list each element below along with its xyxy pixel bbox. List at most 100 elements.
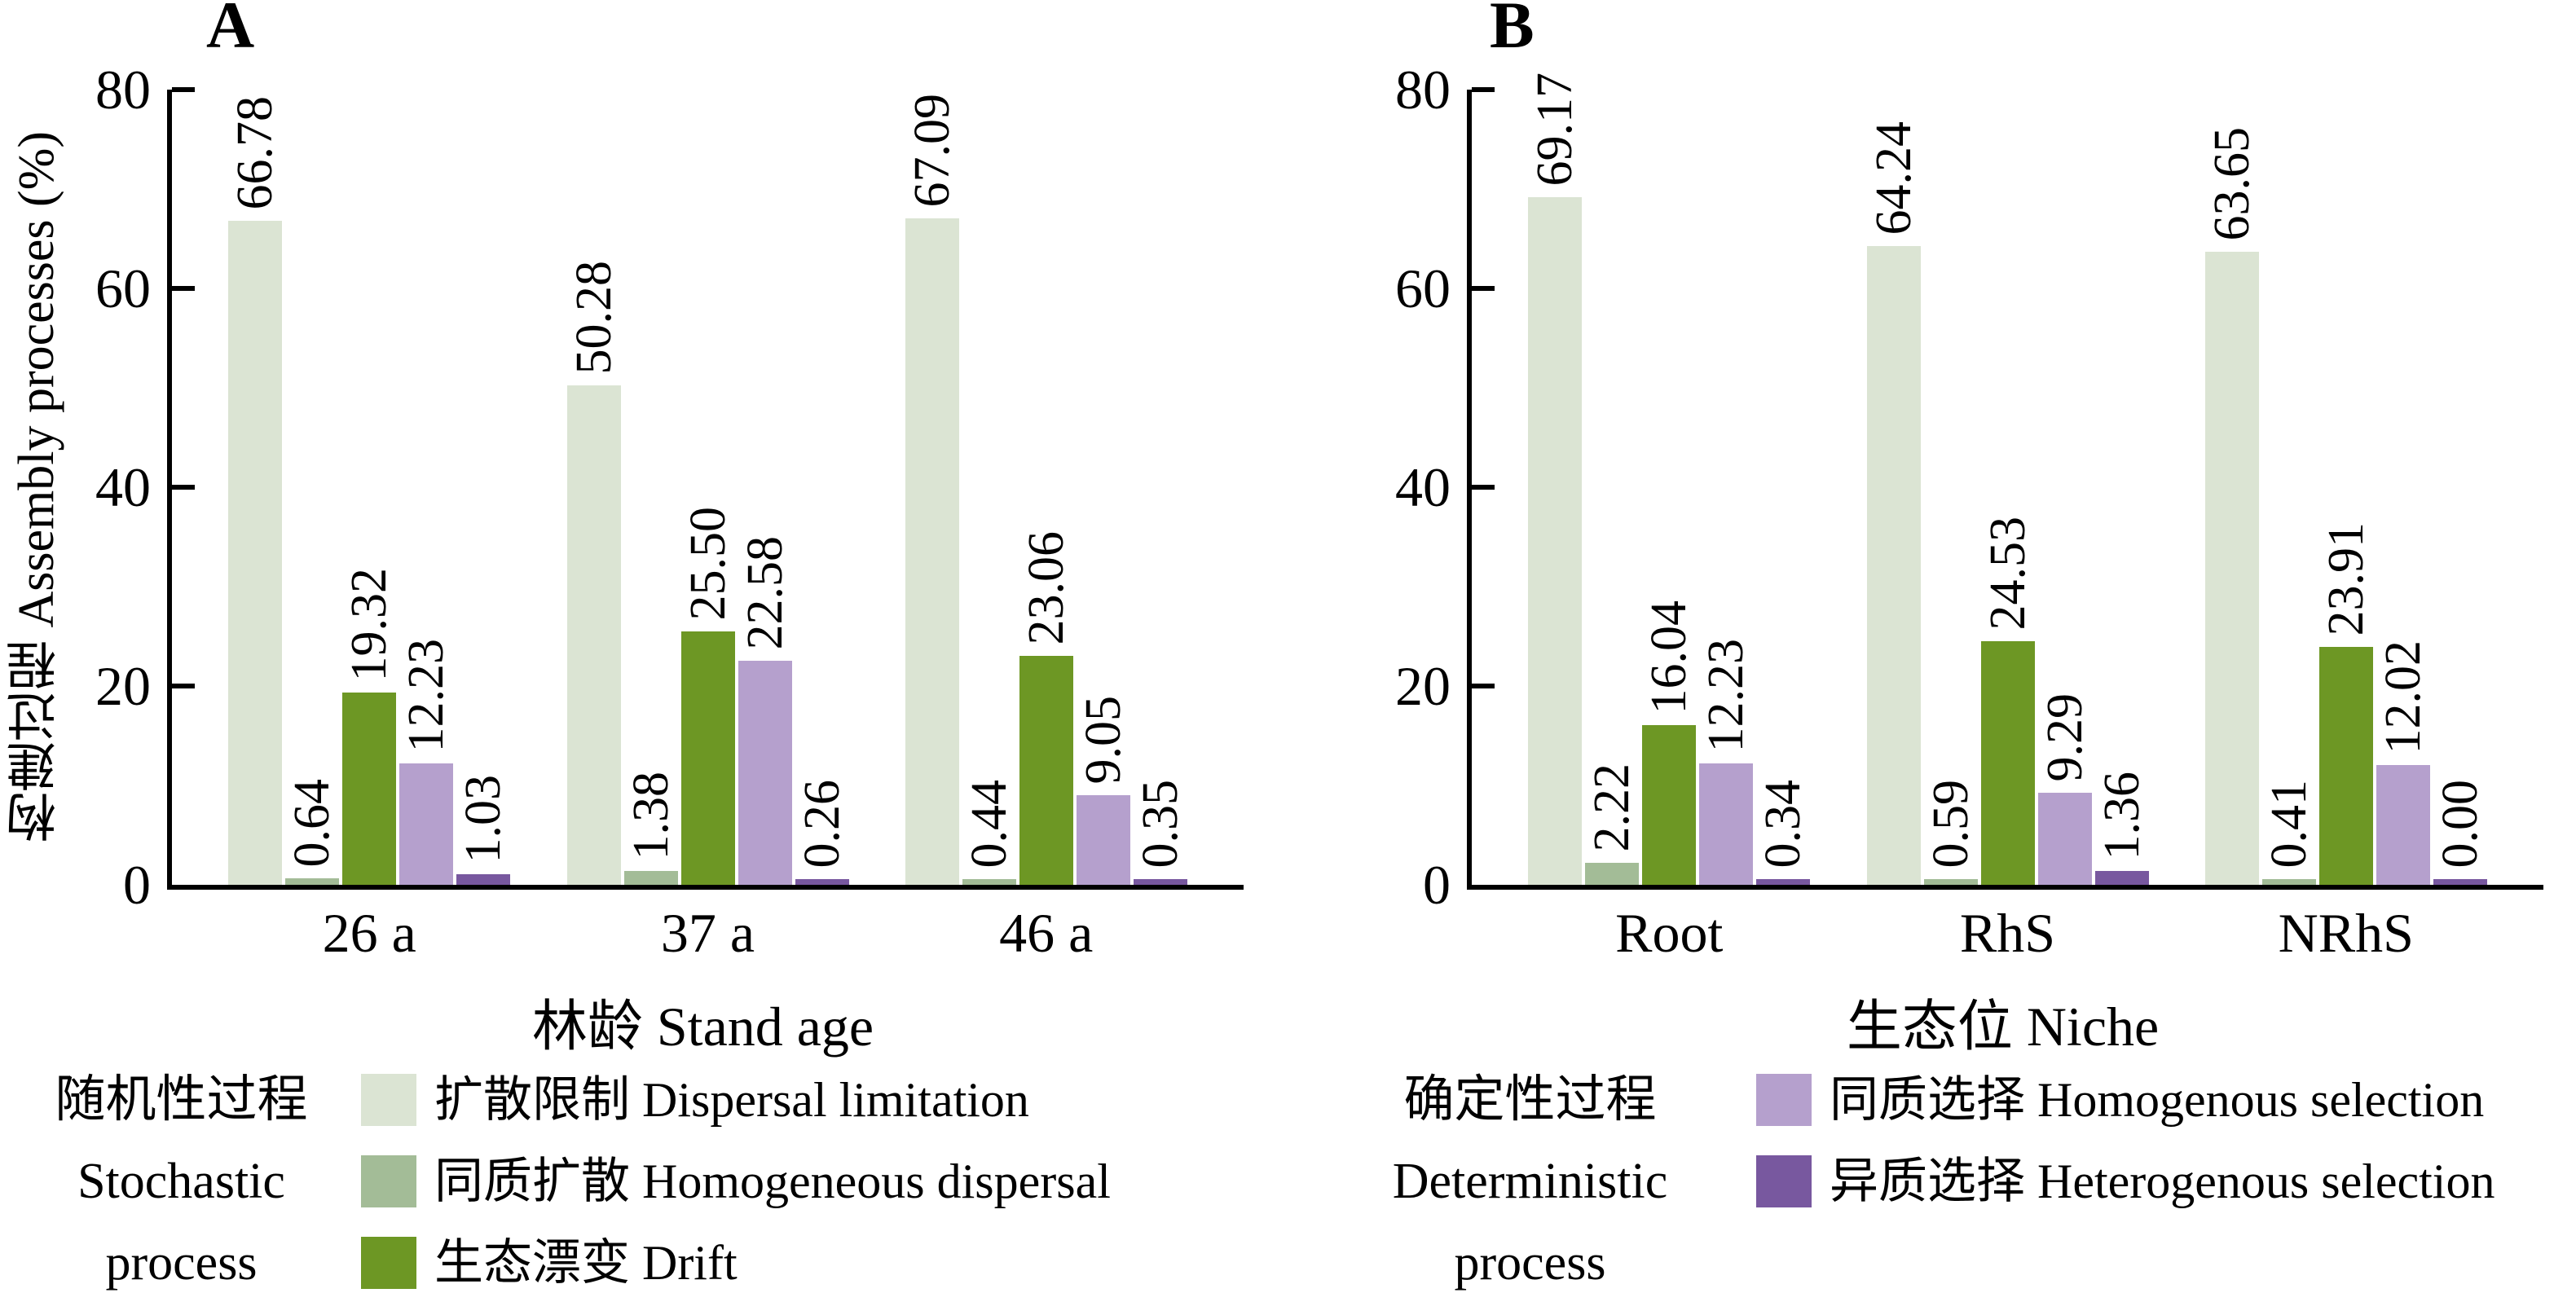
bar-value-label: 1.03: [456, 774, 512, 864]
bar-with-label: 0.00: [2432, 779, 2488, 885]
bar-group: 66.78 0.64 19.32 12.23 1.03: [227, 95, 512, 885]
bar-value-label: 0.64: [284, 778, 341, 868]
bar: [962, 879, 1016, 885]
bar-with-label: 22.58: [737, 535, 793, 885]
y-tick-label: 0: [1423, 854, 1451, 916]
legend-title-line: Stochastic: [77, 1154, 285, 1209]
y-tick-label: 20: [95, 655, 151, 717]
y-tick-label: 0: [123, 854, 151, 916]
bar-value-label: 0.44: [961, 779, 1017, 869]
legend-swatch: [361, 1155, 416, 1207]
category-labels: Root RhS NRhS: [1472, 896, 2543, 970]
legend-title-line: 随机性过程: [55, 1072, 308, 1128]
bar: [2376, 765, 2430, 885]
bar-with-label: 66.78: [227, 95, 284, 885]
legend-title-line: process: [1454, 1235, 1606, 1291]
panel-letter: A: [206, 0, 255, 62]
category-label: 26 a: [322, 902, 416, 964]
bar-with-label: 2.22: [1584, 763, 1640, 885]
y-tick-label: 60: [1395, 257, 1451, 319]
legend-item: 同质选择 Homogenous selection: [1756, 1074, 2495, 1126]
bar-value-label: 0.00: [2432, 779, 2488, 869]
bar-value-label: 24.53: [1979, 516, 2036, 631]
legend-item-label: 扩散限制 Dispersal limitation: [434, 1073, 1029, 1127]
bar: [1585, 863, 1640, 885]
bar-value-label: 0.41: [2261, 779, 2317, 869]
y-tick-label: 60: [95, 257, 151, 319]
bar: [680, 631, 735, 885]
bar-value-label: 23.06: [1018, 530, 1074, 645]
bar-with-label: 19.32: [341, 568, 397, 885]
bar-value-label: 9.05: [1075, 695, 1131, 785]
bar: [2318, 647, 2373, 885]
bar: [1019, 656, 1073, 885]
legend-swatch: [1756, 1074, 1812, 1126]
bar-with-label: 67.09: [905, 94, 960, 885]
legend-item-label: 同质扩散 Homogeneous dispersal: [434, 1154, 1111, 1208]
bar-value-label: 12.23: [1698, 638, 1755, 753]
bar: [1076, 795, 1130, 885]
category-labels: 26 a 37 a 46 a: [172, 896, 1244, 970]
bar-group: 67.09 0.44 23.06 9.05 0.35: [905, 94, 1188, 885]
bar-value-label: 0.35: [1132, 779, 1188, 869]
legend-title-line: 确定性过程: [1403, 1072, 1657, 1128]
bar: [1866, 246, 1921, 885]
y-tick: [172, 286, 195, 291]
bar-group: 69.17 2.22 16.04 12.23 0.34: [1527, 73, 1811, 885]
y-tick: [1472, 87, 1495, 92]
bar-with-label: 23.91: [2318, 521, 2374, 885]
bar-with-label: 9.29: [2037, 693, 2093, 885]
bar: [1923, 879, 1978, 885]
bar-with-label: 0.64: [284, 778, 341, 885]
bar-value-label: 66.78: [227, 95, 284, 210]
bar: [905, 218, 959, 885]
bar-with-label: 9.05: [1075, 695, 1131, 885]
category-label: RhS: [1959, 902, 2056, 964]
bar: [342, 693, 397, 885]
bar: [1642, 725, 1697, 885]
bar-with-label: 12.02: [2375, 640, 2431, 885]
bar-group: 63.65 0.41 23.91 12.02 0.00: [2204, 127, 2488, 885]
bar-value-label: 16.04: [1641, 600, 1698, 715]
bar: [623, 871, 678, 885]
bar-value-label: 25.50: [680, 506, 736, 621]
legend-deterministic-items: 同质选择 Homogenous selection 异质选择 Heterogeno…: [1756, 1074, 2495, 1207]
bar: [456, 874, 511, 885]
y-tick: [172, 684, 195, 688]
legend-swatch: [1756, 1155, 1812, 1207]
bar-with-label: 24.53: [1979, 516, 2036, 885]
bar-with-label: 0.34: [1755, 780, 1811, 885]
bar-value-label: 1.38: [623, 771, 679, 860]
bar: [1528, 197, 1583, 885]
bar: [1133, 879, 1187, 885]
y-tick-label: 40: [95, 456, 151, 518]
panel-b: B 0 20 40 60 80 69.17 2.22 16.04 12.23 0.34 64.24 0.…: [1288, 0, 2575, 1075]
bar-with-label: 69.17: [1527, 73, 1583, 885]
panel-letter: B: [1490, 0, 1535, 62]
legend-item: 生态漂变 Drift: [361, 1237, 1111, 1289]
bar-with-label: 25.50: [680, 506, 736, 885]
y-tick: [1472, 286, 1495, 291]
bar: [2204, 252, 2259, 885]
bar-value-label: 50.28: [566, 260, 622, 375]
y-tick: [172, 485, 195, 490]
bar-with-label: 0.41: [2261, 779, 2317, 885]
bar-with-label: 1.03: [456, 774, 512, 885]
bar-with-label: 64.24: [1866, 121, 1922, 885]
bar: [1699, 763, 1754, 885]
bar-value-label: 22.58: [737, 535, 793, 650]
bar-with-label: 12.23: [399, 639, 454, 885]
bar-with-label: 0.59: [1923, 780, 1979, 885]
bar-value-label: 23.91: [2318, 521, 2374, 636]
bar: [2261, 879, 2316, 885]
y-tick-label: 80: [1395, 59, 1451, 121]
bar-with-label: 0.35: [1132, 779, 1188, 885]
bar-with-label: 16.04: [1641, 600, 1698, 885]
category-label: NRhS: [2278, 902, 2414, 964]
bar-value-label: 12.02: [2375, 640, 2431, 754]
bar-value-label: 2.22: [1584, 763, 1640, 852]
bar-value-label: 9.29: [2037, 693, 2093, 782]
legend-stochastic-title: 随机性过程 Stochastic process: [33, 1059, 330, 1293]
plot-area: 69.17 2.22 16.04 12.23 0.34 64.24 0.59 24.53 9.2…: [1467, 73, 2543, 890]
bar-value-label: 1.36: [2094, 771, 2150, 860]
